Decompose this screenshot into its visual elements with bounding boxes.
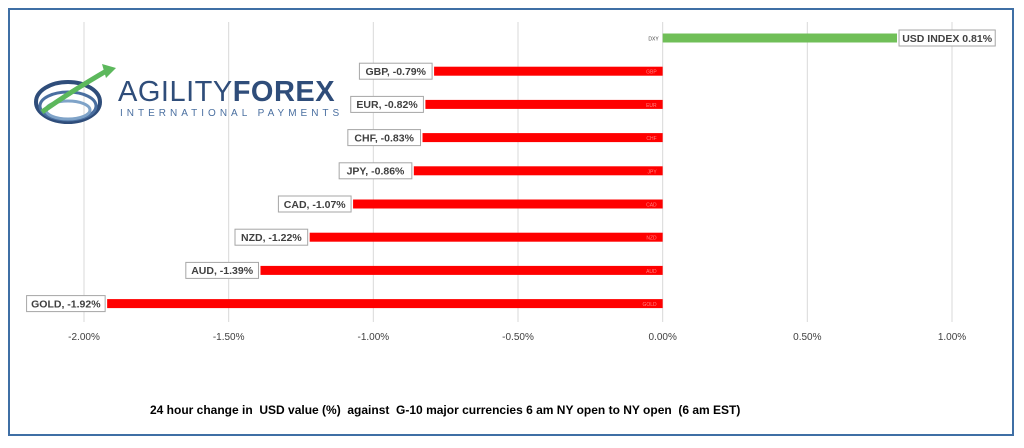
- category-label: NZD: [646, 236, 657, 242]
- globe-swoosh-icon: [34, 64, 116, 124]
- x-tick-label: 1.00%: [938, 332, 966, 343]
- category-label: CAD: [646, 203, 657, 209]
- category-label: GBP: [646, 70, 657, 76]
- agility-forex-logo: [30, 62, 320, 132]
- data-label-box: [347, 129, 422, 147]
- data-label: CHF, -0.83%: [354, 132, 414, 144]
- chart-caption: 24 hour change in USD value (%) against …: [150, 403, 741, 417]
- category-label: GOLD: [642, 302, 657, 308]
- bar: [662, 33, 898, 43]
- bar: [434, 66, 663, 76]
- data-label-box: [185, 261, 259, 279]
- x-tick-label: 0.50%: [793, 332, 821, 343]
- x-tick-label: -1.50%: [213, 332, 245, 343]
- category-label: EUR: [646, 103, 657, 109]
- logo-name-part2: FOREX: [232, 76, 336, 108]
- data-label: JPY, -0.86%: [347, 166, 405, 178]
- data-label-box: [234, 228, 309, 246]
- bar: [422, 133, 663, 143]
- category-label: AUD: [646, 269, 657, 275]
- data-label: EUR, -0.82%: [356, 99, 418, 111]
- bar: [413, 166, 663, 176]
- data-label-box: [277, 195, 352, 213]
- bar: [353, 199, 663, 209]
- data-label: CAD, -1.07%: [284, 199, 347, 211]
- x-tick-label: -0.50%: [502, 332, 534, 343]
- data-label-box: [338, 162, 413, 180]
- data-label-box: [898, 29, 996, 47]
- chart-frame: [8, 8, 1014, 436]
- bar: [107, 299, 663, 309]
- category-label: DXY: [648, 37, 659, 43]
- category-label: CHF: [646, 136, 656, 142]
- category-label: JPY: [647, 169, 657, 175]
- x-tick-label: -2.00%: [68, 332, 100, 343]
- data-label: AUD, -1.39%: [191, 265, 254, 277]
- data-label-box: [358, 62, 433, 80]
- data-label: USD INDEX 0.81%: [902, 33, 993, 45]
- bar: [260, 265, 663, 275]
- x-tick-label: 0.00%: [648, 332, 676, 343]
- bar: [309, 232, 663, 242]
- logo-wordmark: AGILITYFOREX: [118, 78, 335, 107]
- x-tick-label: -1.00%: [357, 332, 389, 343]
- data-label: NZD, -1.22%: [241, 232, 302, 244]
- data-label-box: [26, 295, 106, 313]
- data-label: GBP, -0.79%: [365, 66, 426, 78]
- logo-name-part1: AGILITY: [118, 76, 233, 108]
- bar: [425, 99, 663, 109]
- data-label: GOLD, -1.92%: [31, 298, 101, 310]
- data-label-box: [350, 95, 424, 113]
- logo-tagline: INTERNATIONAL PAYMENTS: [120, 108, 344, 119]
